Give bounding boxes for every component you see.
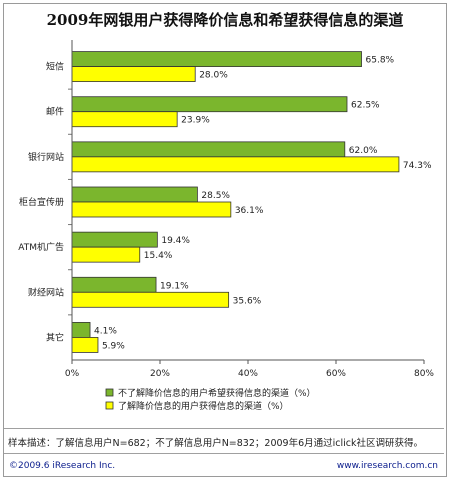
bar-series-2 — [71, 111, 178, 128]
bar-series-2 — [71, 337, 99, 353]
category-label: ATM机广告 — [18, 241, 64, 253]
footer-divider — [4, 453, 444, 454]
bar-value-label: 35.6% — [233, 296, 262, 306]
bar-series-1 — [71, 322, 91, 338]
x-tick-label: 40% — [238, 369, 258, 379]
category-label: 其它 — [46, 331, 64, 343]
bar-series-2 — [71, 156, 400, 173]
bar-value-label: 62.0% — [349, 146, 378, 156]
note-divider-top — [4, 428, 444, 429]
category-label: 财经网站 — [28, 286, 64, 298]
bar-value-label: 5.9% — [102, 341, 125, 351]
bar-value-label: 62.5% — [351, 101, 380, 111]
bar-series-1 — [71, 141, 346, 158]
bar-series-1 — [71, 276, 157, 293]
category-label: 银行网站 — [28, 151, 64, 163]
legend-label-series-2: 了解降价信息的用户获得信息的渠道（%） — [118, 400, 289, 412]
category-label: 邮件 — [46, 106, 64, 118]
bar-series-1 — [71, 231, 158, 248]
x-tick-label: 60% — [326, 369, 346, 379]
bar-value-label: 23.9% — [181, 116, 210, 126]
x-tick-label: 20% — [150, 369, 170, 379]
bar-value-label: 28.0% — [199, 71, 228, 81]
bar-value-label: 15.4% — [144, 251, 173, 261]
bar-value-label: 74.3% — [403, 161, 432, 171]
bar-chart: 短信 65.8% 28.0% 邮件 62.5% 23.9% 银行网站 62.0% 74.3% 柜台… — [18, 40, 434, 412]
bar-value-label: 36.1% — [235, 206, 264, 216]
sample-note: 样本描述：了解信息用户N=682；不了解信息用户N=832；2009年6月通过i… — [8, 438, 423, 449]
category-label: 短信 — [46, 61, 64, 73]
bar-series-1 — [71, 96, 348, 113]
x-tick-label: 0% — [65, 369, 80, 379]
bar-series-2 — [71, 201, 232, 218]
legend-swatch-series-1 — [105, 388, 114, 397]
bar-series-1 — [71, 186, 198, 203]
chart-title: 2009年网银用户获得降价信息和希望获得信息的渠道 — [46, 11, 404, 29]
bar-value-label: 19.1% — [160, 281, 189, 291]
bar-series-1 — [71, 51, 362, 67]
bar-value-label: 65.8% — [366, 56, 395, 66]
legend-swatch-series-2 — [105, 401, 114, 410]
bar-series-2 — [71, 291, 230, 308]
bar-value-label: 4.1% — [94, 326, 117, 336]
legend-label-series-1: 不了解降价信息的用户希望获得信息的渠道（%） — [118, 387, 316, 399]
website-url: www.iresearch.com.cn — [336, 461, 438, 471]
bar-value-label: 19.4% — [161, 236, 190, 246]
copyright-text: ©2009.6 iResearch Inc. — [9, 461, 116, 471]
x-tick-label: 80% — [414, 369, 434, 379]
bar-value-label: 28.5% — [201, 191, 230, 201]
bar-series-2 — [71, 246, 141, 263]
bar-series-2 — [71, 66, 196, 82]
category-label: 柜台宣传册 — [19, 196, 64, 208]
